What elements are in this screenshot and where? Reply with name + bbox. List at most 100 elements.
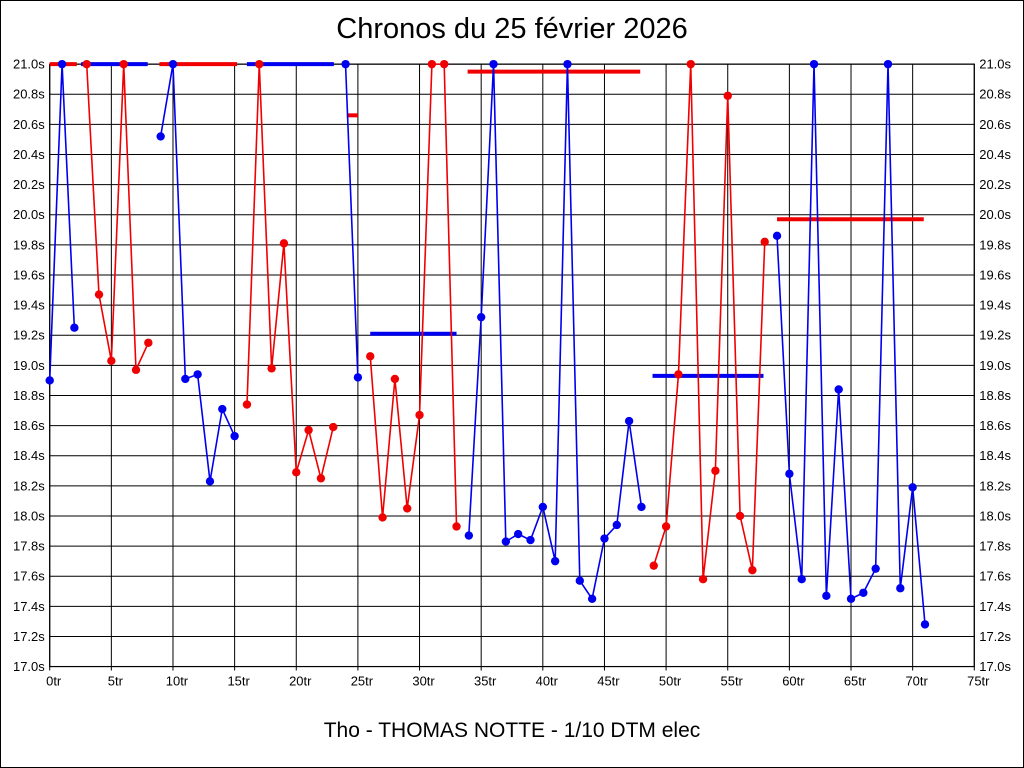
driver-red-line: [246, 64, 335, 479]
y-axis-label-left: 17.4s: [13, 599, 45, 614]
driver-red-lap-point: [366, 352, 375, 361]
driver-blue-lap-point: [600, 534, 609, 543]
y-axis-label-right: 20.0s: [979, 207, 1011, 222]
y-axis-label-left: 19.4s: [13, 298, 45, 313]
y-axis-label-left: 19.6s: [13, 267, 45, 282]
driver-red-lap-point: [661, 522, 671, 531]
y-axis-label-right: 17.6s: [979, 569, 1011, 584]
y-axis-label-left: 19.2s: [13, 328, 45, 343]
y-axis-label-left: 18.0s: [13, 508, 45, 523]
driver-blue-lap-point: [156, 132, 165, 141]
driver-blue-line: [344, 64, 359, 378]
driver-blue-lap-point: [846, 594, 856, 603]
x-axis-label: 5tr: [108, 674, 124, 689]
y-axis-label-right: 18.4s: [979, 448, 1011, 463]
y-axis-label-right: 18.2s: [979, 478, 1011, 493]
y-axis-label-right: 19.8s: [979, 237, 1011, 252]
driver-blue-line: [159, 64, 236, 482]
driver-red-lap-point: [390, 374, 400, 384]
driver-red-line: [652, 64, 766, 580]
driver-red-lap-point: [711, 466, 720, 475]
y-axis-label-right: 19.6s: [979, 267, 1011, 282]
y-axis-label-right: 18.0s: [979, 508, 1011, 523]
driver-red-lap-point: [255, 59, 264, 69]
driver-red-lap-point: [329, 422, 338, 432]
driver-red-lap-point: [82, 59, 91, 69]
driver-red-lap-point: [316, 474, 326, 483]
driver-red-lap-point: [292, 468, 301, 477]
y-axis-label-left: 20.6s: [13, 117, 45, 132]
driver-blue-line: [48, 64, 76, 381]
y-axis-label-right: 20.6s: [979, 117, 1011, 132]
y-axis-label-right: 18.8s: [979, 388, 1011, 403]
y-axis-label-left: 18.8s: [13, 388, 45, 403]
driver-red-lap-point: [242, 400, 252, 409]
x-axis-label: 15tr: [227, 674, 250, 689]
driver-blue-lap-point: [587, 594, 597, 603]
driver-blue-lap-point: [70, 323, 79, 332]
driver-blue-lap-point: [563, 59, 572, 69]
driver-blue-lap-point: [464, 531, 474, 540]
x-axis-label: 50tr: [659, 674, 682, 689]
driver-red-lap-point: [440, 59, 449, 69]
driver-blue-lap-point: [908, 483, 917, 492]
y-axis-label-left: 18.2s: [13, 478, 45, 493]
driver-blue-lap-point: [57, 59, 67, 69]
y-axis-label-right: 17.8s: [979, 539, 1011, 554]
driver-blue-lap-point: [883, 59, 893, 69]
y-axis-label-left: 18.6s: [13, 418, 45, 433]
driver-red-lap-point: [649, 561, 658, 570]
driver-red-lap-point: [403, 504, 412, 513]
driver-red-lap-point: [304, 425, 313, 435]
y-axis-label-right: 21.0s: [979, 57, 1011, 72]
x-axis-label: 60tr: [782, 674, 805, 689]
x-axis-label: 45tr: [597, 674, 620, 689]
driver-blue-lap-point: [612, 520, 621, 530]
driver-blue-lap-point: [501, 537, 511, 546]
driver-blue-lap-point: [168, 59, 178, 69]
driver-red-lap-point: [748, 565, 757, 575]
driver-red-lap-point: [267, 364, 276, 373]
x-axis-label: 75tr: [967, 674, 990, 689]
y-axis-label-right: 19.2s: [979, 328, 1011, 343]
driver-blue-lap-point: [575, 576, 584, 585]
y-axis-label-left: 20.2s: [13, 177, 45, 192]
driver-red-lap-point: [686, 59, 695, 69]
x-axis-label: 20tr: [289, 674, 312, 689]
driver-red-lap-point: [427, 59, 437, 69]
driver-red-lap-point: [107, 356, 116, 366]
driver-blue-lap-point: [550, 556, 560, 566]
driver-red-lap-point: [144, 338, 153, 347]
driver-blue-lap-point: [920, 620, 930, 629]
driver-blue-lap-point: [834, 385, 843, 394]
driver-red-lap-point: [452, 522, 461, 531]
driver-blue-lap-point: [181, 374, 190, 384]
y-axis-label-right: 18.6s: [979, 418, 1011, 433]
y-axis-label-right: 20.2s: [979, 177, 1011, 192]
y-axis-label-left: 18.4s: [13, 448, 45, 463]
y-axis-label-right: 20.8s: [979, 87, 1011, 102]
y-axis-label-left: 21.0s: [13, 57, 45, 72]
y-axis-label-right: 17.2s: [979, 629, 1011, 644]
driver-blue-lap-point: [353, 373, 363, 382]
y-axis-label-left: 17.6s: [13, 569, 45, 584]
driver-red-lap-point: [279, 239, 289, 248]
x-axis-label: 65tr: [844, 674, 867, 689]
driver-blue-lap-point: [797, 575, 806, 584]
y-axis-label-left: 19.8s: [13, 237, 45, 252]
y-axis-label-right: 19.0s: [979, 358, 1011, 373]
driver-blue-lap-point: [624, 416, 634, 426]
x-axis-label: 0tr: [46, 674, 62, 689]
y-axis-label-right: 17.4s: [979, 599, 1011, 614]
driver-blue-lap-point: [637, 502, 646, 512]
y-axis-label-right: 20.4s: [979, 147, 1011, 162]
chart-title: Chronos du 25 février 2026: [336, 13, 688, 45]
x-axis-label: 70tr: [905, 674, 928, 689]
driver-red-line: [369, 63, 458, 527]
driver-blue-lap-point: [218, 404, 227, 414]
driver-blue-lap-point: [513, 529, 523, 539]
x-axis-label: 40tr: [536, 674, 559, 689]
driver-red-lap-point: [94, 290, 104, 299]
y-axis-label-left: 20.4s: [13, 147, 45, 162]
